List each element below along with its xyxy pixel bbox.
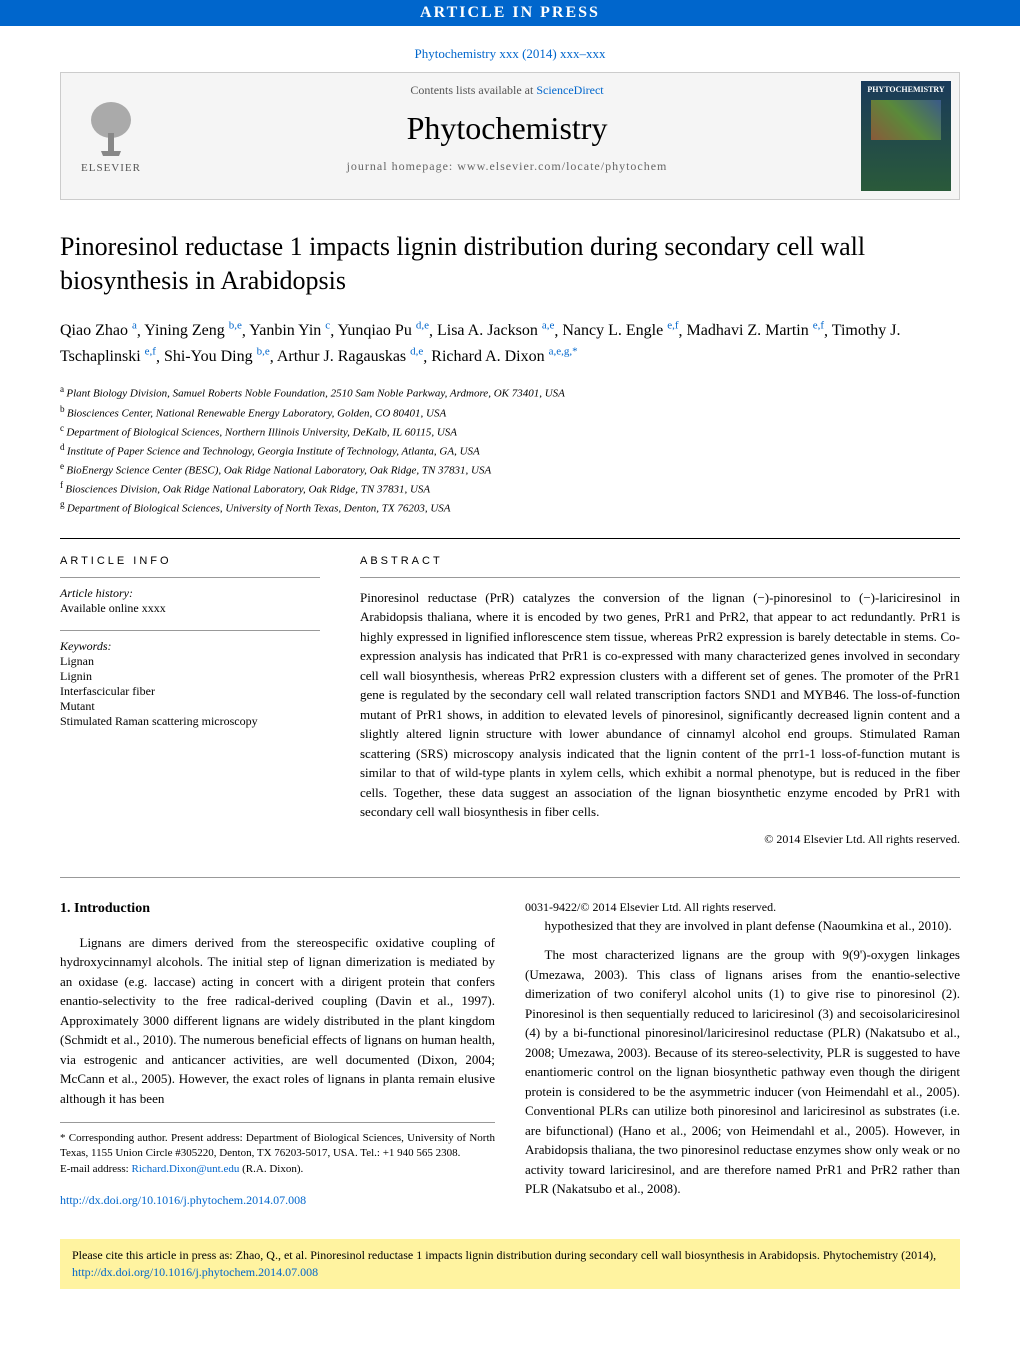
elsevier-name: ELSEVIER <box>81 162 141 174</box>
affiliation-sup: g <box>60 499 67 509</box>
author: Yining Zeng b,e <box>144 322 242 339</box>
homepage-line: journal homepage: www.elsevier.com/locat… <box>181 159 833 174</box>
keyword: Interfascicular fiber <box>60 684 320 699</box>
affiliation-sup: f <box>60 480 65 490</box>
author-sup: a,e <box>542 320 555 332</box>
affiliation-sup: c <box>60 423 66 433</box>
affiliation: e BioEnergy Science Center (BESC), Oak R… <box>60 460 960 479</box>
journal-title: Phytochemistry <box>181 110 833 147</box>
article-info: ARTICLE INFO Article history: Available … <box>60 555 320 847</box>
email-suffix: (R.A. Dixon). <box>239 1163 303 1175</box>
keyword: Stimulated Raman scattering microscopy <box>60 714 320 729</box>
keyword: Mutant <box>60 699 320 714</box>
corresponding-author: * Corresponding author. Present address:… <box>60 1131 495 1162</box>
body-text: 1. Introduction Lignans are dimers deriv… <box>60 898 960 1210</box>
journal-header: ELSEVIER Contents lists available at Sci… <box>60 72 960 200</box>
in-press-banner: ARTICLE IN PRESS <box>0 0 1020 26</box>
author-sup: e,f <box>813 320 824 332</box>
footnote-block: * Corresponding author. Present address:… <box>60 1122 495 1177</box>
author: Shi-You Ding b,e <box>164 348 270 365</box>
affiliation: b Biosciences Center, National Renewable… <box>60 403 960 422</box>
header-center: Contents lists available at ScienceDirec… <box>161 73 853 199</box>
affiliation: g Department of Biological Sciences, Uni… <box>60 498 960 517</box>
intro-p3: The most characterized lignans are the g… <box>525 945 960 1199</box>
keywords-label: Keywords: <box>60 639 320 654</box>
section-divider <box>60 877 960 878</box>
cite-banner: Please cite this article in press as: Zh… <box>60 1239 960 1289</box>
affiliation: a Plant Biology Division, Samuel Roberts… <box>60 383 960 402</box>
author: Lisa A. Jackson a,e <box>437 322 554 339</box>
author-sup: a <box>132 320 137 332</box>
affiliation: d Institute of Paper Science and Technol… <box>60 441 960 460</box>
cite-prefix: Please cite this article in press as: Zh… <box>72 1248 936 1262</box>
author: Arthur J. Ragauskas d,e <box>277 348 423 365</box>
author-sup: d,e <box>416 320 429 332</box>
author-sup: b,e <box>229 320 242 332</box>
history-label: Article history: <box>60 586 320 601</box>
keyword: Lignin <box>60 669 320 684</box>
issn-line: 0031-9422/© 2014 Elsevier Ltd. All right… <box>525 898 960 916</box>
contents-prefix: Contents lists available at <box>410 83 536 97</box>
article-title: Pinoresinol reductase 1 impacts lignin d… <box>60 230 960 298</box>
doi-link[interactable]: http://dx.doi.org/10.1016/j.phytochem.20… <box>60 1193 306 1207</box>
elsevier-tree-icon <box>81 98 141 158</box>
intro-p1: Lignans are dimers derived from the ster… <box>60 933 495 1109</box>
author-sup: e,f <box>145 346 156 358</box>
cover-thumb-image <box>871 100 941 140</box>
contents-available: Contents lists available at ScienceDirec… <box>181 83 833 98</box>
email-label: E-mail address: <box>60 1163 131 1175</box>
affiliation-sup: d <box>60 442 67 452</box>
email-link[interactable]: Richard.Dixon@unt.edu <box>131 1163 239 1175</box>
author-sup: e,f <box>667 320 678 332</box>
author-sup: b,e <box>257 346 270 358</box>
author: Nancy L. Engle e,f <box>562 322 678 339</box>
author-sup: d,e <box>410 346 423 358</box>
author-list: Qiao Zhao a, Yining Zeng b,e, Yanbin Yin… <box>60 318 960 370</box>
keywords-list: LignanLigninInterfascicular fiberMutantS… <box>60 654 320 729</box>
author: Yanbin Yin c <box>249 322 330 339</box>
abstract-copyright: © 2014 Elsevier Ltd. All rights reserved… <box>360 832 960 847</box>
author-sup: c <box>325 320 330 332</box>
journal-cover-thumb: PHYTOCHEMISTRY <box>861 81 951 191</box>
abstract: ABSTRACT Pinoresinol reductase (PrR) cat… <box>360 555 960 847</box>
affiliation-sup: a <box>60 384 66 394</box>
affiliations: a Plant Biology Division, Samuel Roberts… <box>60 383 960 517</box>
cover-thumb-title: PHYTOCHEMISTRY <box>867 85 944 94</box>
history-text: Available online xxxx <box>60 601 320 616</box>
author-sup: a,e,g,* <box>549 346 578 358</box>
affiliation-sup: b <box>60 404 67 414</box>
cite-doi-link[interactable]: http://dx.doi.org/10.1016/j.phytochem.20… <box>72 1265 318 1279</box>
author: Madhavi Z. Martin e,f <box>687 322 825 339</box>
article-info-heading: ARTICLE INFO <box>60 555 320 567</box>
affiliation: c Department of Biological Sciences, Nor… <box>60 422 960 441</box>
elsevier-logo: ELSEVIER <box>61 73 161 199</box>
author: Qiao Zhao a <box>60 322 137 339</box>
affiliation: f Biosciences Division, Oak Ridge Nation… <box>60 479 960 498</box>
abstract-heading: ABSTRACT <box>360 555 960 567</box>
sciencedirect-link[interactable]: ScienceDirect <box>536 83 603 97</box>
affiliation-sup: e <box>60 461 66 471</box>
author: Richard A. Dixon a,e,g,* <box>431 348 577 365</box>
intro-p2: hypothesized that they are involved in p… <box>525 916 960 936</box>
email-line: E-mail address: Richard.Dixon@unt.edu (R… <box>60 1162 495 1177</box>
author: Yunqiao Pu d,e <box>338 322 429 339</box>
intro-heading: 1. Introduction <box>60 898 495 919</box>
citation-link[interactable]: Phytochemistry xxx (2014) xxx–xxx <box>0 26 1020 72</box>
keyword: Lignan <box>60 654 320 669</box>
abstract-text: Pinoresinol reductase (PrR) catalyzes th… <box>360 577 960 822</box>
